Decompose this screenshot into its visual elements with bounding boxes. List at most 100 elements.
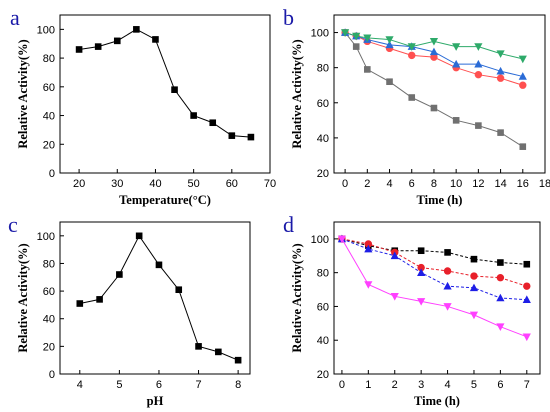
data-point bbox=[175, 286, 183, 294]
x-tick-label: 7 bbox=[195, 379, 201, 391]
y-axis-title: Relative Activity(%) bbox=[16, 243, 30, 352]
y-tick-label: 0 bbox=[49, 369, 55, 381]
data-point bbox=[417, 263, 425, 272]
x-tick-label: 0 bbox=[339, 379, 345, 391]
x-tick-label: 4 bbox=[77, 379, 83, 391]
panel-letter: d bbox=[283, 212, 294, 237]
data-point bbox=[228, 132, 236, 139]
x-tick-label: 30 bbox=[111, 178, 123, 190]
y-tick-label: 40 bbox=[43, 314, 55, 326]
y-axis-title: Relative Activity(%) bbox=[290, 243, 304, 352]
data-point bbox=[408, 51, 416, 60]
y-tick-label: 20 bbox=[43, 139, 55, 151]
data-point bbox=[522, 295, 531, 303]
data-point bbox=[429, 47, 439, 56]
series-1 bbox=[75, 26, 255, 141]
plot-frame bbox=[333, 221, 541, 375]
x-tick-label: 6 bbox=[497, 379, 503, 391]
x-tick-label: 5 bbox=[471, 379, 477, 391]
series-line bbox=[344, 32, 524, 148]
y-tick-label: 100 bbox=[37, 24, 55, 36]
data-point bbox=[364, 66, 371, 73]
y-tick-label: 60 bbox=[43, 82, 55, 94]
data-point bbox=[417, 247, 425, 255]
x-tick-label: 0 bbox=[342, 178, 348, 190]
y-tick-label: 0 bbox=[49, 168, 55, 180]
x-tick-label: 6 bbox=[156, 379, 162, 391]
data-point bbox=[352, 32, 361, 41]
x-tick-label: 16 bbox=[517, 178, 529, 190]
panel-letter: b bbox=[283, 5, 294, 30]
data-point bbox=[475, 122, 482, 129]
panel-a: 20 30 40 50 60 70 0 20 40 60 80 100 Temperature(°C) R… bbox=[10, 5, 276, 207]
x-axis-title: Temperature(°C) bbox=[119, 193, 211, 207]
data-point bbox=[474, 43, 483, 51]
x-tick-label: 2 bbox=[364, 178, 370, 190]
data-point bbox=[76, 300, 84, 307]
series-line bbox=[344, 32, 523, 60]
y-tick-label: 20 bbox=[317, 168, 329, 180]
data-point bbox=[364, 244, 373, 253]
data-point bbox=[341, 29, 350, 37]
x-tick-label: 50 bbox=[188, 178, 200, 190]
x-tick-label: 70 bbox=[264, 178, 276, 190]
data-point bbox=[497, 259, 504, 266]
y-tick-label: 80 bbox=[317, 63, 329, 75]
data-point bbox=[247, 133, 255, 141]
data-point bbox=[417, 298, 426, 306]
x-tick-label: 10 bbox=[450, 178, 462, 190]
data-point bbox=[364, 281, 373, 289]
data-point bbox=[496, 274, 505, 282]
y-tick-label: 80 bbox=[43, 53, 55, 65]
data-point bbox=[195, 343, 202, 350]
x-tick-label: 2 bbox=[392, 379, 398, 391]
series-4 bbox=[337, 235, 531, 342]
data-point bbox=[430, 104, 438, 112]
y-tick-label: 100 bbox=[37, 231, 55, 243]
data-point bbox=[443, 303, 452, 311]
x-tick-label: 8 bbox=[235, 379, 241, 391]
y-tick-label: 40 bbox=[43, 111, 55, 123]
x-tick-label: 8 bbox=[431, 178, 437, 190]
data-point bbox=[75, 46, 83, 53]
data-point bbox=[429, 38, 439, 46]
x-tick-label: 4 bbox=[386, 178, 392, 190]
panel-d: 0 1 2 3 4 5 6 7 20 40 60 80 100 Time (h) Relative Acti… bbox=[283, 212, 541, 408]
data-point bbox=[518, 55, 527, 64]
y-tick-label: 60 bbox=[43, 286, 55, 298]
data-point bbox=[443, 267, 452, 275]
data-point bbox=[390, 251, 399, 260]
data-point bbox=[133, 26, 140, 33]
y-tick-label: 40 bbox=[317, 335, 329, 347]
plot-frame bbox=[59, 14, 271, 174]
data-point bbox=[519, 81, 527, 89]
y-tick-label: 60 bbox=[317, 301, 329, 313]
data-point bbox=[470, 272, 478, 280]
y-tick-label: 100 bbox=[311, 234, 329, 246]
data-point bbox=[523, 282, 531, 290]
data-point bbox=[443, 281, 452, 290]
y-tick-label: 20 bbox=[43, 341, 55, 353]
y-axis-title: Relative Activity(%) bbox=[16, 39, 30, 148]
data-point bbox=[94, 43, 102, 50]
data-point bbox=[135, 232, 143, 240]
y-tick-label: 100 bbox=[311, 28, 329, 40]
data-point bbox=[190, 112, 197, 119]
data-point bbox=[385, 36, 394, 44]
series-line bbox=[344, 32, 523, 86]
data-point bbox=[496, 293, 505, 302]
data-point bbox=[171, 86, 178, 93]
data-point bbox=[452, 59, 461, 68]
y-tick-label: 80 bbox=[43, 258, 55, 270]
x-tick-label: 4 bbox=[445, 379, 451, 391]
data-point bbox=[337, 235, 347, 244]
series-line bbox=[344, 32, 523, 77]
x-tick-label: 60 bbox=[226, 178, 238, 190]
series-line bbox=[341, 238, 527, 301]
data-point bbox=[386, 78, 393, 86]
data-point bbox=[496, 323, 505, 332]
data-point bbox=[407, 43, 416, 51]
series-3 bbox=[337, 234, 531, 303]
